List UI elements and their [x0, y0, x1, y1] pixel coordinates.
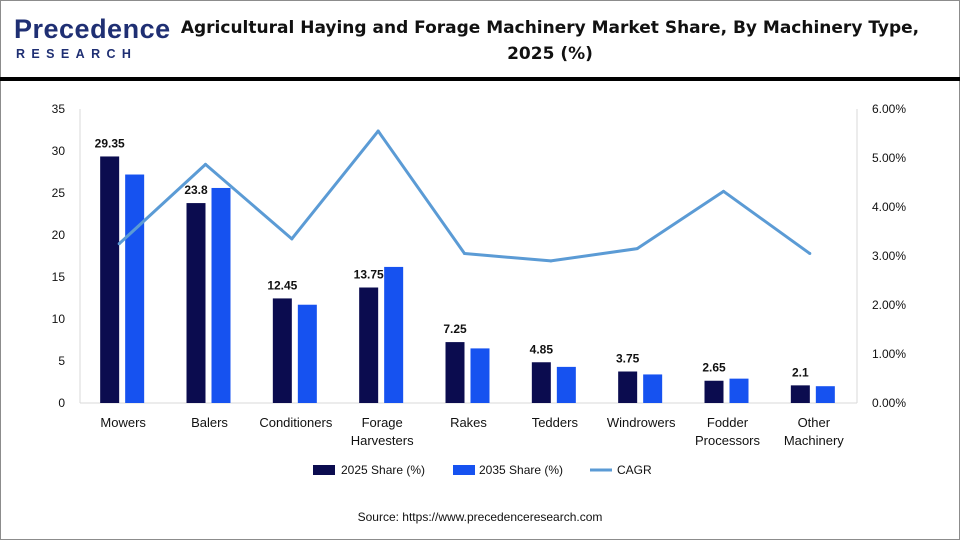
y-left-tick-label: 10	[52, 312, 66, 326]
bar-2035-share	[297, 304, 317, 403]
cagr-point	[204, 162, 207, 166]
x-category-label: Tedders	[532, 415, 579, 430]
cagr-point	[722, 189, 725, 193]
x-category-label: Rakes	[450, 415, 487, 430]
bar-2025-share	[790, 385, 810, 403]
chart-plot: 0 5 10 15 20 25 30 35 0.00% 1.00% 2.00% 3.00% 4.00% 5…	[52, 102, 907, 477]
data-label-2025: 2.1	[792, 365, 809, 379]
data-label-2025: 2.65	[702, 361, 726, 375]
cagr-point	[117, 242, 121, 246]
bar-2025-share	[531, 362, 551, 403]
cagr-point	[290, 237, 294, 241]
y-right-tick-label: 6.00%	[872, 102, 906, 116]
bar-2025-share	[359, 287, 379, 403]
cagr-point	[635, 247, 639, 251]
y-right-tick-label: 1.00%	[872, 347, 906, 361]
y-left-tick-label: 0	[58, 396, 65, 410]
legend-label-2025: 2025 Share (%)	[341, 463, 425, 477]
source-note: Source: https://www.precedenceresearch.c…	[0, 510, 960, 524]
data-label-2025: 3.75	[616, 352, 640, 366]
bar-2035-share	[470, 348, 490, 403]
y-right-tick-label: 5.00%	[872, 151, 906, 165]
data-label-2025: 7.25	[443, 322, 467, 336]
x-category-label: Balers	[191, 415, 228, 430]
x-category-label: Forage	[362, 415, 403, 430]
precedence-research-logo: Precedence RESEARCH	[14, 14, 170, 66]
bar-2025-share	[272, 298, 292, 403]
y-left-tick-label: 5	[58, 354, 65, 368]
bar-2035-share	[556, 366, 576, 403]
legend-swatch-2035	[453, 465, 475, 475]
chart-title: Agricultural Haying and Forage Machinery…	[180, 18, 920, 64]
data-label-2025: 23.8	[184, 183, 208, 197]
x-category-label: Processors	[695, 433, 761, 448]
bar-2035-share	[815, 386, 835, 403]
y-left-tick-label: 15	[52, 270, 66, 284]
bar-2025-share	[100, 156, 120, 403]
legend-label-cagr: CAGR	[617, 463, 652, 477]
legend-label-2035: 2035 Share (%)	[479, 463, 563, 477]
bar-2025-share	[618, 371, 638, 403]
cagr-point	[549, 259, 553, 263]
x-category-label: Conditioners	[259, 415, 332, 430]
source-url: https://www.precedenceresearch.com	[402, 510, 603, 524]
y-right-tick-label: 2.00%	[872, 298, 906, 312]
cagr-point	[808, 252, 812, 256]
bar-2035-share	[211, 187, 231, 403]
x-category-label: Machinery	[784, 433, 844, 448]
x-category-label: Windrowers	[607, 415, 676, 430]
data-label-2025: 13.75	[354, 268, 384, 282]
y-right-tick-label: 4.00%	[872, 200, 906, 214]
bar-2035-share	[729, 378, 749, 403]
logo-subtitle: RESEARCH	[16, 47, 138, 61]
source-label: Source:	[357, 510, 399, 524]
bar-2025-share	[445, 342, 465, 403]
logo-name: Precedence	[14, 14, 171, 44]
bar-2035-share	[125, 174, 145, 403]
y-left-tick-label: 30	[52, 144, 66, 158]
cagr-point	[376, 129, 380, 133]
legend-swatch-2025	[313, 465, 335, 475]
y-left-tick-label: 20	[52, 228, 66, 242]
x-category-label: Other	[798, 415, 831, 430]
data-label-2025: 4.85	[530, 342, 554, 356]
cagr-point	[463, 252, 466, 256]
header-divider	[0, 77, 960, 81]
y-right-tick-label: 0.00%	[872, 396, 906, 410]
y-left-tick-label: 25	[52, 186, 66, 200]
bar-2025-share	[704, 380, 724, 403]
bar-2035-share	[643, 374, 663, 403]
bar-2035-share	[384, 266, 404, 403]
x-category-label: Mowers	[100, 415, 146, 430]
data-label-2025: 12.45	[267, 278, 297, 292]
y-left-tick-label: 35	[52, 102, 66, 116]
bar-2025-share	[186, 203, 206, 403]
y-right-tick-label: 3.00%	[872, 249, 906, 263]
x-category-label: Fodder	[707, 415, 749, 430]
x-category-label: Harvesters	[351, 433, 414, 448]
data-label-2025: 29.35	[95, 136, 125, 150]
